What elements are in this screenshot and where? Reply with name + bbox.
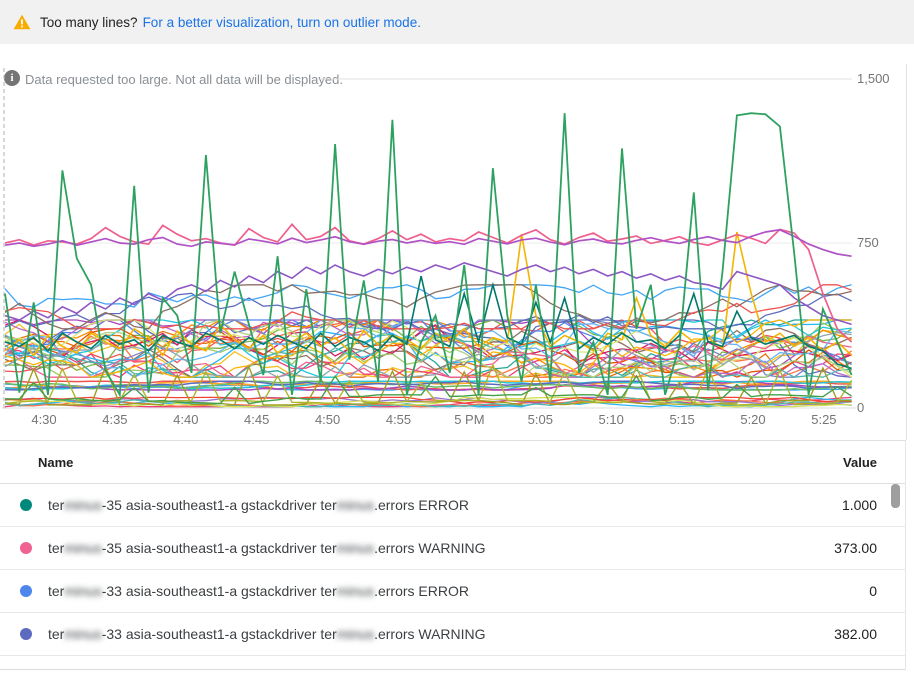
chart-line: [4, 319, 852, 378]
series-name: terminus-35 asia-southeast1-a gstackdriv…: [48, 497, 469, 513]
chart-line: [4, 261, 852, 326]
x-axis: 4:30 4:35 4:40 4:45 4:50 4:55 5 PM 5:05 5:10 5:15…: [0, 412, 914, 430]
series-value: 382.00: [834, 626, 877, 642]
series-color-dot: [20, 542, 32, 554]
series-color-dot: [20, 499, 32, 511]
chart-line: [4, 380, 852, 391]
info-icon: i: [4, 70, 20, 86]
chart-line: [4, 319, 852, 378]
chart-line: [4, 396, 852, 407]
x-tick: 4:50: [314, 412, 341, 427]
series-lines: [4, 112, 853, 408]
legend-row-partial: [0, 656, 905, 669]
name-column-header: Name: [38, 454, 74, 470]
y-axis-label-1500: 1,500: [857, 71, 890, 86]
chart-canvas[interactable]: [0, 44, 914, 440]
legend-table: Name Value terminus-35 asia-southeast1-a…: [0, 440, 906, 670]
outlier-mode-link[interactable]: For a better visualization, turn on outl…: [142, 14, 421, 30]
x-tick: 4:45: [244, 412, 270, 427]
chart-line: [4, 223, 853, 343]
legend-row[interactable]: terminus-35 asia-southeast1-a gstackdriv…: [0, 484, 905, 527]
legend-table-header: Name Value: [0, 441, 905, 484]
chart-line: [4, 284, 852, 330]
series-color-dot: [20, 628, 32, 640]
x-tick: 4:35: [102, 412, 128, 427]
chart-line: [4, 319, 852, 378]
legend-row[interactable]: terminus-33 asia-southeast1-a gstackdriv…: [0, 613, 905, 656]
chart-line: [4, 396, 852, 408]
chart-line: [4, 228, 852, 258]
series-color-dot: [20, 585, 32, 597]
y-axis-label-0: 0: [857, 400, 865, 415]
legend-row[interactable]: terminus-35 asia-southeast1-a gstackdriv…: [0, 527, 905, 570]
legend-row[interactable]: terminus-33 asia-southeast1-a gstackdriv…: [0, 570, 905, 613]
chart-line: [4, 364, 852, 406]
chart-line: [4, 374, 852, 405]
chart-line: [4, 112, 853, 398]
series-name: terminus-33 asia-southeast1-a gstackdriv…: [48, 626, 486, 642]
chart-right-border: [906, 64, 907, 440]
x-tick: 5:05: [527, 412, 553, 427]
x-tick: 5:15: [669, 412, 695, 427]
x-tick: 4:30: [31, 412, 57, 427]
x-tick: 4:55: [385, 412, 412, 427]
warning-banner: Too many lines? For a better visualizati…: [0, 0, 914, 44]
banner-question-text: Too many lines?: [40, 14, 138, 30]
series-value: 373.00: [834, 540, 877, 556]
chart-line: [4, 231, 853, 357]
series-value: 0: [869, 583, 877, 599]
x-tick: 5 PM: [454, 412, 485, 427]
x-tick: 4:40: [173, 412, 199, 427]
x-tick: 5:10: [598, 412, 624, 427]
y-axis-label-750: 750: [857, 235, 879, 250]
value-column-header: Value: [843, 454, 877, 470]
x-tick: 5:20: [740, 412, 766, 427]
series-name: terminus-35 asia-southeast1-a gstackdriv…: [48, 540, 486, 556]
x-tick: 5:25: [811, 412, 837, 427]
legend-rows: terminus-35 asia-southeast1-a gstackdriv…: [0, 484, 905, 656]
data-truncation-notice: Data requested too large. Not all data w…: [25, 72, 343, 87]
warning-icon: [13, 14, 31, 30]
series-name: terminus-33 asia-southeast1-a gstackdriv…: [48, 583, 469, 599]
series-value: 1.000: [841, 497, 877, 513]
table-scrollbar-thumb[interactable]: [891, 484, 900, 508]
timeseries-chart[interactable]: i Data requested too large. Not all data…: [0, 44, 914, 440]
